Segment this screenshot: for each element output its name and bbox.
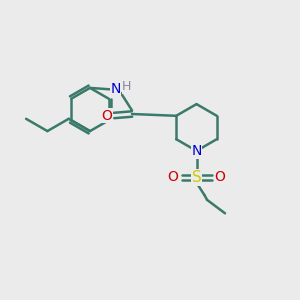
Text: N: N (191, 144, 202, 158)
Text: H: H (122, 80, 132, 94)
Text: S: S (192, 170, 201, 185)
Text: O: O (168, 170, 178, 184)
Text: O: O (102, 109, 112, 122)
Text: O: O (214, 170, 225, 184)
Text: N: N (110, 82, 121, 96)
